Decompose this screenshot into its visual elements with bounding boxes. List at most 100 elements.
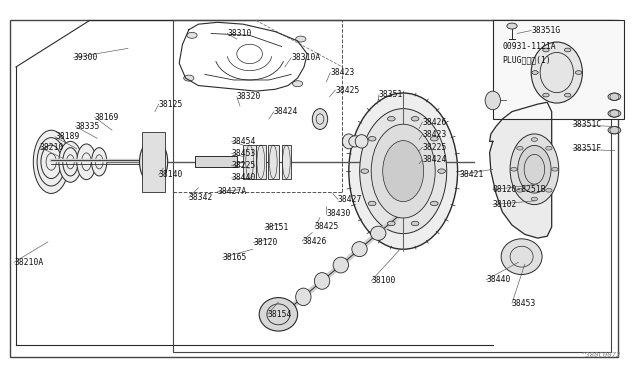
Bar	[268, 145, 279, 179]
Text: 38454: 38454	[232, 137, 256, 146]
Circle shape	[543, 93, 549, 97]
Text: 38351F: 38351F	[573, 144, 602, 153]
Circle shape	[187, 32, 197, 38]
Text: 38351G: 38351G	[531, 26, 561, 35]
Bar	[173, 20, 611, 352]
Circle shape	[292, 81, 303, 87]
Circle shape	[516, 189, 523, 192]
Text: 38120: 38120	[253, 238, 278, 247]
Text: 38453: 38453	[512, 299, 536, 308]
Circle shape	[184, 75, 194, 81]
Ellipse shape	[59, 141, 82, 182]
Text: 38225: 38225	[232, 161, 256, 170]
Ellipse shape	[140, 140, 168, 184]
Text: 38440: 38440	[486, 275, 511, 284]
Text: 39300: 39300	[74, 53, 98, 62]
Ellipse shape	[371, 226, 386, 240]
Circle shape	[361, 169, 369, 173]
Ellipse shape	[92, 148, 107, 176]
Text: 38100: 38100	[371, 276, 396, 285]
Text: 38335: 38335	[76, 122, 100, 131]
Text: ^380C0072: ^380C0072	[581, 352, 621, 358]
Ellipse shape	[518, 145, 551, 193]
Circle shape	[531, 197, 538, 201]
Circle shape	[507, 23, 517, 29]
Circle shape	[516, 146, 523, 150]
Circle shape	[296, 36, 306, 42]
Text: 38310: 38310	[227, 29, 252, 38]
Circle shape	[564, 48, 571, 52]
Circle shape	[431, 201, 438, 206]
Bar	[493, 20, 624, 119]
Ellipse shape	[33, 130, 69, 193]
Ellipse shape	[501, 239, 542, 275]
Text: 38424: 38424	[422, 155, 447, 164]
Text: 38426: 38426	[302, 237, 326, 246]
Text: 38154: 38154	[268, 310, 292, 319]
Text: 38430: 38430	[326, 209, 351, 218]
Text: 38140: 38140	[159, 170, 183, 179]
Ellipse shape	[383, 141, 424, 202]
Ellipse shape	[360, 109, 447, 234]
Ellipse shape	[531, 42, 582, 103]
Ellipse shape	[352, 242, 367, 257]
Circle shape	[546, 146, 552, 150]
Text: 38210A: 38210A	[14, 258, 44, 267]
Ellipse shape	[37, 138, 65, 186]
Text: 38210: 38210	[40, 143, 64, 152]
Text: 38225: 38225	[422, 143, 447, 152]
Text: 38426: 38426	[422, 118, 447, 126]
Circle shape	[387, 221, 395, 226]
Text: 38423: 38423	[422, 130, 447, 139]
Circle shape	[368, 201, 376, 206]
Ellipse shape	[63, 148, 78, 176]
Circle shape	[543, 48, 549, 52]
Text: 00931-1121A: 00931-1121A	[502, 42, 556, 51]
Bar	[195, 156, 237, 167]
Ellipse shape	[312, 109, 328, 129]
Circle shape	[531, 138, 538, 141]
Text: 38102: 38102	[493, 200, 517, 209]
Text: 38169: 38169	[95, 113, 119, 122]
Circle shape	[387, 116, 395, 121]
Text: 38427: 38427	[338, 195, 362, 204]
Text: 38125: 38125	[159, 100, 183, 109]
Circle shape	[511, 167, 517, 171]
Text: 38424: 38424	[274, 107, 298, 116]
Circle shape	[575, 71, 582, 74]
Text: 38440: 38440	[232, 173, 256, 182]
Ellipse shape	[314, 273, 330, 289]
Text: 38310A: 38310A	[291, 53, 321, 62]
Text: PLUGプラグ(1): PLUGプラグ(1)	[502, 55, 551, 64]
Ellipse shape	[296, 288, 311, 306]
Circle shape	[552, 167, 558, 171]
Circle shape	[431, 137, 438, 141]
Ellipse shape	[77, 144, 96, 180]
Bar	[256, 145, 266, 179]
Ellipse shape	[349, 93, 458, 249]
Circle shape	[608, 110, 621, 117]
Text: 38351: 38351	[379, 90, 403, 99]
Circle shape	[532, 71, 538, 74]
Text: 38453: 38453	[232, 149, 256, 158]
Text: 38165: 38165	[223, 253, 247, 262]
Text: 38421: 38421	[460, 170, 484, 179]
Circle shape	[564, 93, 571, 97]
Circle shape	[438, 169, 445, 173]
Ellipse shape	[259, 298, 298, 331]
Circle shape	[412, 221, 419, 226]
Text: 38423: 38423	[330, 68, 355, 77]
Text: 38351C: 38351C	[573, 120, 602, 129]
Text: 38425: 38425	[315, 222, 339, 231]
Ellipse shape	[144, 147, 163, 177]
Bar	[142, 132, 165, 192]
Text: 38320: 38320	[237, 92, 261, 101]
Ellipse shape	[510, 134, 559, 205]
Circle shape	[546, 189, 552, 192]
Text: 38427A: 38427A	[218, 187, 247, 196]
Text: 08120-8251B: 08120-8251B	[493, 185, 547, 194]
Text: 38425: 38425	[335, 86, 360, 94]
Circle shape	[368, 137, 376, 141]
Circle shape	[412, 116, 419, 121]
Text: 38151: 38151	[265, 223, 289, 232]
